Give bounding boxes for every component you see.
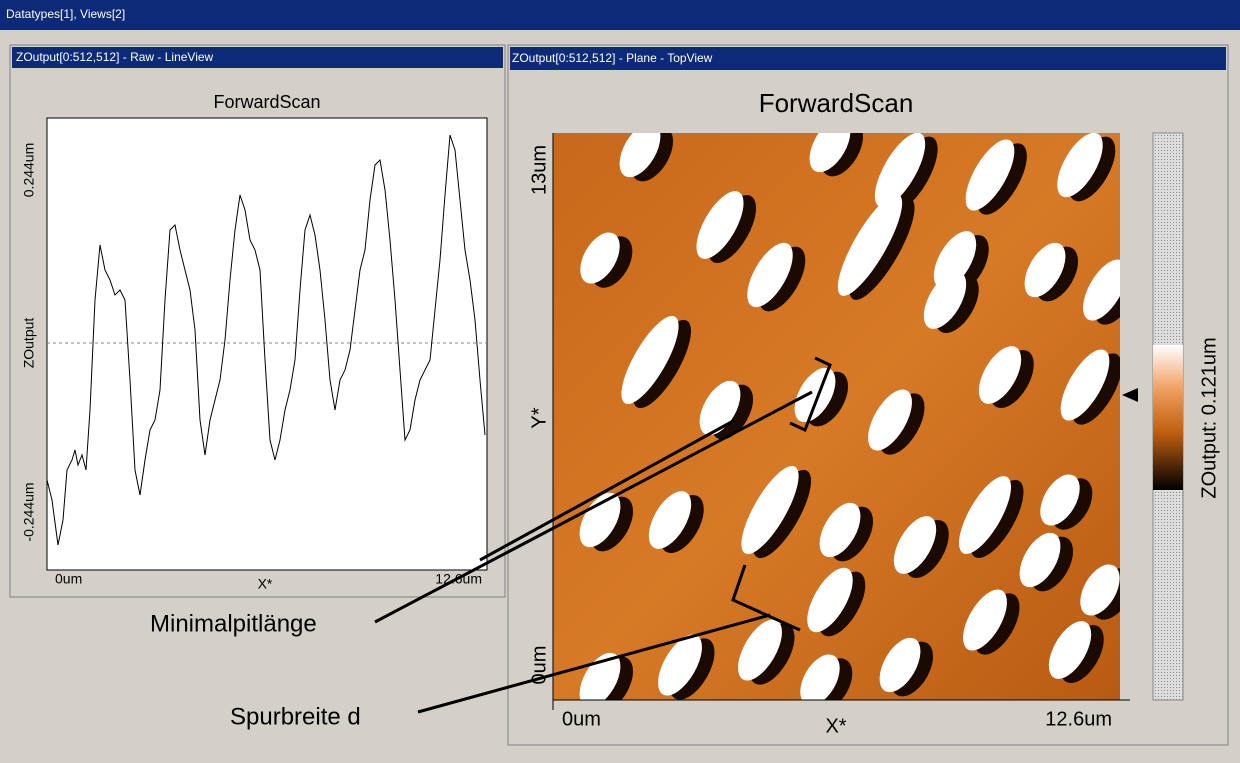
pit (1080, 564, 1120, 616)
x-tick-label: 12.6um (1045, 708, 1112, 730)
pit (809, 133, 851, 173)
pit (807, 567, 853, 633)
pit (1057, 133, 1103, 198)
pit (648, 491, 692, 549)
annotation: Minimalpitlänge (150, 610, 317, 637)
x-axis-label: X* (258, 576, 273, 592)
pit (959, 476, 1011, 554)
pit (933, 231, 977, 289)
x-axis-label: X* (825, 715, 846, 737)
pit (747, 242, 793, 308)
plot-title: ForwardScan (213, 92, 320, 112)
pit (658, 634, 702, 696)
annotation: Spurbreite d (230, 703, 361, 730)
y-axis-label: ZOutput (21, 318, 37, 369)
pit (837, 194, 903, 296)
top-view-title: ZOutput[0:512,512] - Plane - TopView (512, 51, 713, 65)
pit (741, 465, 799, 555)
pit (879, 637, 921, 693)
pit (963, 589, 1007, 651)
y-tick-label: 0um (528, 646, 550, 685)
y-axis-label: Y* (528, 407, 550, 428)
pit (579, 652, 621, 700)
pit (800, 654, 840, 700)
pit (579, 492, 621, 548)
plot-area (46, 117, 488, 571)
y-tick-label: 0.244um (21, 143, 37, 197)
annotation-lines (374, 356, 832, 714)
pit (978, 346, 1022, 404)
pit (1060, 349, 1110, 421)
y-tick-label: 13um (528, 145, 550, 195)
pit (1083, 259, 1120, 321)
pit (1040, 474, 1080, 526)
colorbar-marker[interactable] (1122, 388, 1138, 402)
line-profile (46, 134, 486, 546)
pit (874, 133, 926, 208)
pit (621, 315, 679, 405)
pit (738, 619, 782, 681)
pit (1048, 621, 1092, 679)
pit (619, 133, 661, 178)
pit (819, 502, 861, 558)
pit (893, 516, 937, 574)
pit (699, 380, 741, 436)
pit (868, 389, 912, 451)
pit (696, 191, 744, 259)
window-title-bar (0, 0, 1240, 30)
pit (965, 139, 1015, 211)
colorbar-gradient (1153, 345, 1183, 490)
pit-layer (579, 133, 1120, 700)
x-tick-label: 0um (55, 571, 82, 587)
top-view-title-bar[interactable] (510, 47, 1226, 70)
line-view-title-bar[interactable] (12, 47, 503, 68)
plot-title: ForwardScan (759, 88, 914, 118)
window-title: Datatypes[1], Views[2] (6, 7, 125, 21)
x-tick-label: 0um (562, 708, 601, 730)
pit (1024, 242, 1066, 298)
pit (923, 271, 967, 329)
pit (1019, 532, 1061, 588)
y-tick-label: -0.244um (21, 482, 37, 541)
line-view-title: ZOutput[0:512,512] - Raw - LineView (16, 50, 214, 64)
colorbar-label: ZOutput: 0.121um (1198, 337, 1220, 498)
pit (580, 232, 620, 284)
